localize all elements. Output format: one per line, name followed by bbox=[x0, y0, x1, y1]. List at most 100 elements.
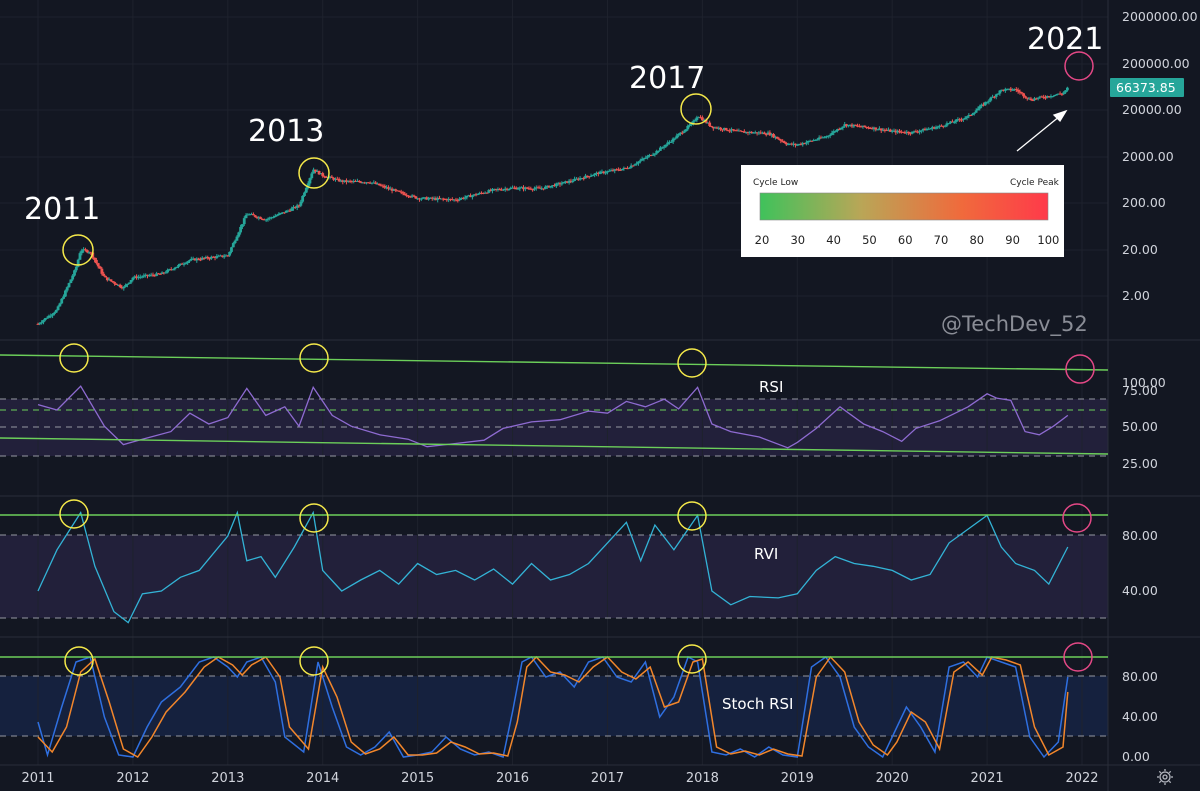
candle-body bbox=[95, 259, 98, 264]
candle-body bbox=[606, 171, 609, 173]
candle-body bbox=[883, 129, 887, 131]
candle-body bbox=[940, 125, 943, 127]
candle-body bbox=[202, 257, 206, 259]
candle-body bbox=[972, 112, 976, 114]
candle-body bbox=[578, 178, 582, 180]
candle-body bbox=[644, 157, 648, 159]
candle-body bbox=[786, 144, 790, 146]
candle-body bbox=[385, 187, 389, 189]
candle-body bbox=[1062, 92, 1066, 94]
candle-body bbox=[299, 201, 303, 206]
candle-body bbox=[155, 273, 159, 276]
candle-body bbox=[1025, 97, 1029, 99]
peak-circle-2011-rsi bbox=[59, 343, 89, 373]
candle-body bbox=[215, 256, 219, 258]
x-tick-2019: 2019 bbox=[781, 771, 814, 786]
candle-body bbox=[961, 118, 965, 120]
candle-body bbox=[890, 130, 894, 132]
candle-body bbox=[627, 167, 631, 169]
candle-body bbox=[912, 131, 916, 133]
candle-body bbox=[188, 260, 191, 262]
candle-body bbox=[372, 182, 376, 184]
candle-body bbox=[868, 128, 872, 130]
candle-body bbox=[244, 215, 248, 219]
candle-body bbox=[116, 284, 120, 286]
candle-body bbox=[491, 189, 494, 191]
candle-body bbox=[476, 194, 480, 196]
candle-body bbox=[255, 216, 259, 218]
candle-body bbox=[854, 124, 858, 126]
candle-body bbox=[992, 96, 996, 98]
candle-body bbox=[104, 275, 107, 278]
candle-body bbox=[290, 208, 294, 211]
rvi-band bbox=[0, 535, 1108, 618]
x-tick-2014: 2014 bbox=[306, 771, 339, 786]
candle-body bbox=[861, 125, 865, 127]
candle-body bbox=[702, 119, 706, 121]
candle-body bbox=[127, 282, 131, 284]
candle-body bbox=[1000, 89, 1004, 91]
candle-body bbox=[1038, 96, 1042, 98]
candle-body bbox=[739, 130, 743, 132]
candle-body bbox=[124, 284, 128, 287]
candle-body bbox=[717, 127, 721, 129]
candle-body bbox=[731, 129, 735, 131]
candle-body bbox=[673, 138, 677, 140]
candle-body bbox=[241, 224, 244, 227]
candle-body bbox=[361, 182, 365, 184]
settings-gear-icon[interactable] bbox=[1157, 769, 1173, 785]
candle-body bbox=[111, 281, 115, 283]
candle-body bbox=[419, 198, 423, 200]
price-badge-label: 66373.85 bbox=[1116, 80, 1176, 95]
candle-body bbox=[199, 259, 202, 261]
candle-body bbox=[158, 273, 162, 275]
candle-body bbox=[447, 198, 451, 201]
candle-body bbox=[817, 137, 821, 140]
candle-body bbox=[591, 175, 595, 177]
candle-body bbox=[467, 195, 471, 197]
candle-body bbox=[916, 131, 920, 133]
candle-body bbox=[618, 169, 622, 171]
candle-body bbox=[1058, 93, 1062, 95]
candle-body bbox=[469, 195, 472, 198]
candle-body bbox=[872, 127, 876, 130]
candle-body bbox=[142, 275, 146, 277]
candle-body bbox=[461, 197, 465, 199]
candle-body bbox=[374, 182, 378, 184]
candle-body bbox=[631, 165, 635, 167]
candle-body bbox=[38, 323, 42, 325]
candle-body bbox=[1060, 93, 1064, 95]
candle-body bbox=[837, 129, 841, 131]
candle-body bbox=[450, 199, 454, 201]
rsi-axis-tick-1: 75.00 bbox=[1122, 383, 1158, 398]
candle-body bbox=[36, 323, 40, 325]
candle-body bbox=[253, 215, 257, 217]
projection-circle-2021-stoch bbox=[1063, 642, 1093, 672]
candle-body bbox=[489, 190, 493, 192]
candle-body bbox=[567, 180, 571, 183]
candle-body bbox=[797, 143, 801, 145]
candle-body bbox=[766, 132, 770, 135]
candle-body bbox=[593, 173, 597, 176]
projection-circle-2021-price bbox=[1064, 51, 1094, 81]
candle-body bbox=[270, 217, 274, 219]
candle-body bbox=[595, 172, 598, 174]
candle-body bbox=[354, 181, 357, 183]
candle-body bbox=[1005, 88, 1009, 90]
candle-body bbox=[867, 127, 870, 129]
candle-body bbox=[770, 134, 774, 136]
candle-body bbox=[626, 168, 629, 170]
candle-body bbox=[1020, 92, 1024, 94]
rsi-title: RSI bbox=[759, 378, 783, 396]
candle-body bbox=[682, 131, 686, 133]
candle-body bbox=[279, 213, 283, 215]
candle-body bbox=[759, 132, 763, 134]
rsi-series bbox=[37, 385, 1069, 449]
candle-body bbox=[58, 303, 62, 307]
candle-body bbox=[67, 283, 71, 288]
candle-body bbox=[463, 197, 467, 199]
candle-body bbox=[478, 192, 482, 195]
candle-body bbox=[357, 181, 361, 183]
candle-body bbox=[638, 160, 642, 162]
candle-body bbox=[952, 121, 956, 123]
